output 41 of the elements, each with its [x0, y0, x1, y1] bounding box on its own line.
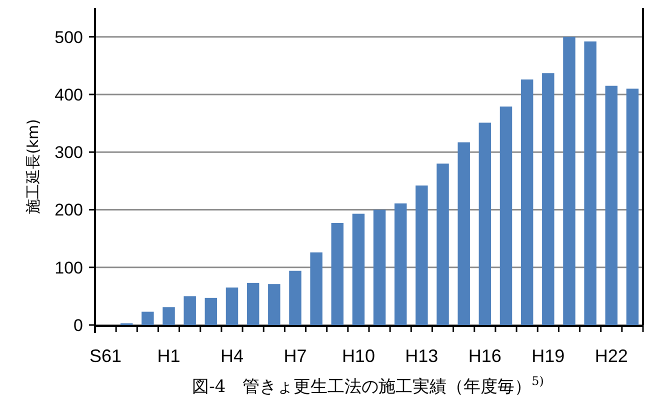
bar	[204, 298, 218, 325]
bar	[184, 296, 196, 325]
x-tick-label: S61	[90, 346, 122, 366]
bar	[416, 186, 428, 325]
x-tick-label: H4	[220, 346, 244, 366]
y-tick-label: 200	[54, 200, 83, 220]
y-tick-label: 500	[54, 28, 83, 47]
bar	[246, 282, 260, 325]
bar	[162, 307, 175, 325]
y-tick-label: 100	[54, 258, 83, 278]
bar	[436, 164, 449, 325]
bar	[584, 41, 596, 325]
bar	[226, 288, 238, 325]
bar	[310, 252, 322, 325]
bar	[352, 214, 365, 325]
bar	[520, 79, 534, 325]
bar	[331, 222, 344, 325]
y-tick-label: 300	[54, 143, 83, 162]
x-tick-label: H10	[342, 346, 375, 366]
y-tick-label: 0	[74, 316, 83, 335]
y-tick-label: 400	[54, 85, 83, 104]
y-axis-title: 施工延長(km)	[24, 118, 42, 214]
x-tick-label: H1	[157, 346, 180, 366]
bar	[373, 210, 386, 325]
x-tick-label: H19	[532, 346, 565, 366]
x-tick-label: H16	[468, 346, 502, 366]
bar	[268, 284, 280, 325]
text: 図-4 管きょ更生工法の施工実績（年度毎）$^{5)}$	[192, 374, 544, 397]
x-tick-label: H7	[284, 346, 307, 366]
bar	[478, 122, 492, 325]
bar	[142, 312, 154, 325]
x-tick-label: H22	[594, 346, 628, 366]
bar	[542, 73, 554, 325]
bar	[626, 88, 639, 325]
bar	[458, 142, 470, 325]
bar	[394, 203, 407, 325]
bar	[289, 270, 302, 325]
bar	[500, 106, 512, 325]
x-tick-label: H13	[405, 346, 438, 366]
bar	[563, 36, 576, 325]
bar	[605, 86, 618, 325]
